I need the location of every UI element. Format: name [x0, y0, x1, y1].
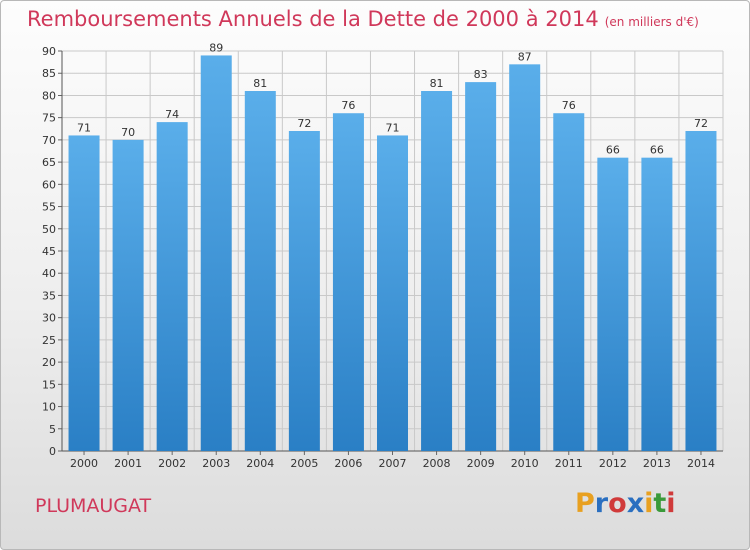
- value-label: 87: [518, 50, 532, 63]
- y-tick-label: 75: [42, 112, 56, 125]
- y-tick-label: 25: [42, 334, 56, 347]
- x-tick-label: 2005: [290, 457, 318, 470]
- y-tick-label: 15: [42, 378, 56, 391]
- value-label: 66: [650, 144, 664, 157]
- commune-name: PLUMAUGAT: [35, 495, 152, 517]
- bar-2012: [597, 157, 629, 451]
- y-tick-label: 10: [42, 401, 56, 414]
- logo-letter: o: [608, 488, 627, 519]
- x-tick-label: 2009: [467, 457, 495, 470]
- bar-2000: [68, 135, 100, 451]
- bar-2004: [244, 91, 276, 451]
- x-tick-label: 2001: [114, 457, 142, 470]
- x-tick-label: 2008: [423, 457, 451, 470]
- y-tick-label: 60: [42, 178, 56, 191]
- logo-letter: i: [644, 488, 654, 519]
- chart-unit: (en milliers d'€): [604, 15, 699, 29]
- x-tick-label: 2003: [202, 457, 230, 470]
- bar-2010: [509, 64, 541, 452]
- y-tick-label: 40: [42, 267, 56, 280]
- y-tick-label: 30: [42, 312, 56, 325]
- labels: 0 5 10 15 20 25 30 35 40 45 50 55 60 65 70 75 80 85 90 71 20…: [42, 41, 715, 470]
- value-label: 83: [474, 68, 488, 81]
- value-label: 76: [341, 99, 355, 112]
- x-tick-label: 2012: [599, 457, 627, 470]
- y-tick-label: 70: [42, 134, 56, 147]
- x-tick-label: 2014: [687, 457, 715, 470]
- y-tick-label: 80: [42, 89, 56, 102]
- chart-title: Remboursements Annuels de la Dette de 20…: [27, 7, 699, 31]
- y-tick-label: 85: [42, 67, 56, 80]
- x-tick-label: 2000: [70, 457, 98, 470]
- bar-2014: [685, 131, 717, 451]
- logo-letter: r: [594, 488, 609, 519]
- y-tick-label: 50: [42, 223, 56, 236]
- x-tick-label: 2002: [158, 457, 186, 470]
- x-tick-label: 2006: [334, 457, 362, 470]
- value-label: 70: [121, 126, 135, 139]
- y-tick-label: 90: [42, 45, 56, 58]
- bar-2006: [332, 113, 364, 451]
- y-tick-label: 0: [49, 445, 56, 458]
- value-label: 72: [297, 117, 311, 130]
- x-tick-label: 2007: [379, 457, 407, 470]
- proxiti-logo: Proxiti: [575, 488, 676, 519]
- x-tick-label: 2011: [555, 457, 583, 470]
- bar-2002: [156, 122, 188, 451]
- value-label: 89: [209, 41, 223, 54]
- y-tick-label: 45: [42, 245, 56, 258]
- bars: [68, 55, 717, 452]
- bar-2011: [553, 113, 585, 451]
- y-tick-label: 65: [42, 156, 56, 169]
- y-tick-label: 55: [42, 201, 56, 214]
- logo-letter: t: [653, 488, 667, 519]
- logo-letter: P: [575, 488, 595, 519]
- logo-letter: i: [666, 488, 676, 519]
- value-label: 66: [606, 144, 620, 157]
- value-label: 81: [430, 77, 444, 90]
- x-tick-label: 2010: [511, 457, 539, 470]
- bar-2001: [112, 139, 144, 451]
- y-tick-label: 20: [42, 356, 56, 369]
- y-tick-label: 35: [42, 289, 56, 302]
- chart-title-text: Remboursements Annuels de la Dette de 20…: [27, 7, 599, 31]
- bar-2009: [465, 82, 497, 451]
- bar-2007: [377, 135, 408, 451]
- bar-2008: [421, 91, 453, 451]
- x-tick-label: 2013: [643, 457, 671, 470]
- bar-2003: [200, 55, 232, 451]
- value-label: 72: [694, 117, 708, 130]
- y-tick-label: 5: [49, 423, 56, 436]
- value-label: 74: [165, 108, 179, 121]
- logo-letter: x: [626, 488, 645, 519]
- value-label: 81: [253, 77, 267, 90]
- bar-2013: [641, 157, 673, 451]
- value-label: 76: [562, 99, 576, 112]
- x-tick-label: 2004: [246, 457, 274, 470]
- value-label: 71: [77, 121, 91, 134]
- bar-2005: [288, 131, 320, 451]
- value-label: 71: [386, 121, 400, 134]
